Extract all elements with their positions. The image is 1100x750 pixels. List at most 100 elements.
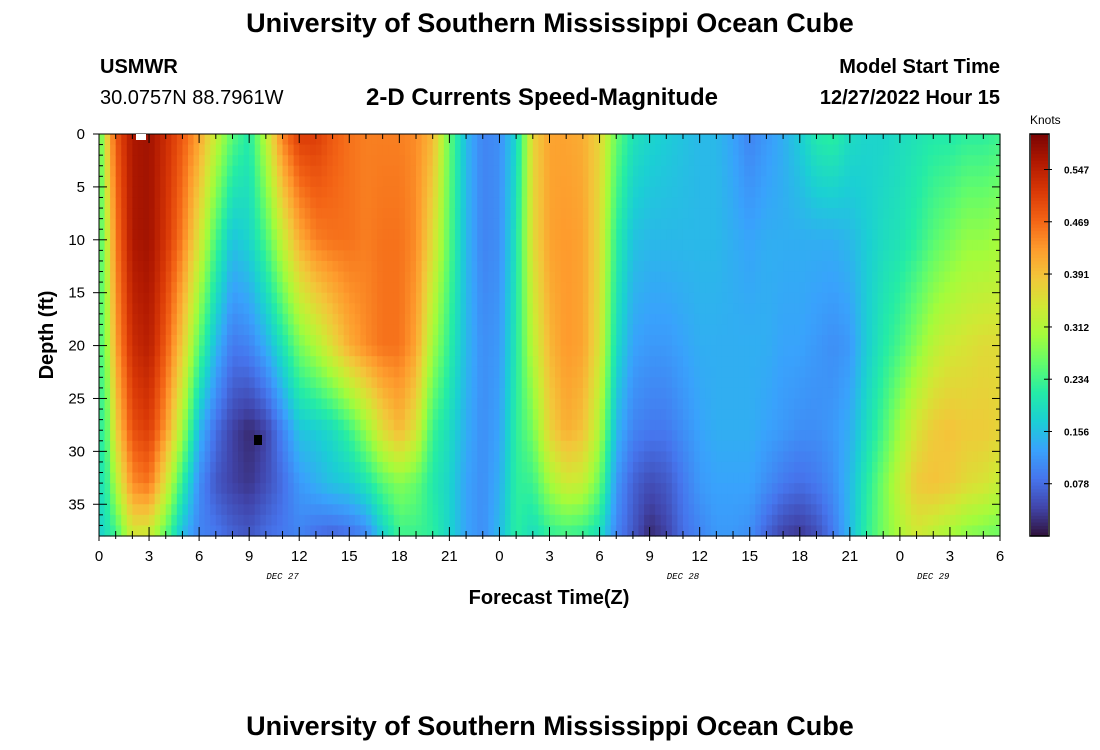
heatmap-cell [132,335,139,347]
heatmap-cell [560,313,567,326]
heatmap-cell [582,250,590,262]
heatmap-cell [549,144,556,156]
heatmap-cell [482,313,489,326]
heatmap-cell [733,451,740,463]
heatmap-cell [744,260,751,273]
heatmap-cell [733,155,740,167]
heatmap-cell [549,186,556,199]
heatmap-cell [427,483,434,495]
heatmap-cell [343,409,350,421]
heatmap-cell [649,313,656,326]
heatmap-cell [560,324,567,336]
heatmap-cell [543,514,551,527]
heatmap-cell [710,176,717,188]
heatmap-cell [226,377,234,389]
heatmap-cell [160,324,167,336]
heatmap-cell [254,504,261,516]
heatmap-cell [471,313,478,326]
heatmap-cell [160,493,167,505]
heatmap-cell [143,186,150,199]
heatmap-cell [477,451,484,463]
heatmap-cell [182,398,189,410]
heatmap-cell [443,335,450,347]
heatmap-cell [165,335,172,347]
model-start-value: 12/27/2022 Hour 15 [819,87,1000,109]
heatmap-cell [416,239,423,251]
heatmap-cell [777,493,784,505]
heatmap-cell [226,493,234,505]
heatmap-cell [549,525,556,537]
heatmap-cell [610,409,617,421]
heatmap-cell [432,282,439,294]
heatmap-cell [649,377,656,389]
heatmap-cell [755,387,762,400]
heatmap-cell [204,197,211,209]
heatmap-cell [771,165,779,177]
heatmap-cell [365,356,373,368]
heatmap-cell [421,218,428,230]
heatmap-cell [354,409,361,421]
heatmap-cell [671,493,679,505]
heatmap-cell [760,218,768,230]
heatmap-cell [149,504,156,516]
heatmap-cell [260,282,267,294]
heatmap-cell [516,197,523,209]
heatmap-cell [310,409,317,421]
heatmap-cell [466,134,473,146]
heatmap-cell [388,440,395,452]
heatmap-cell [449,218,456,230]
heatmap-cell [193,514,200,527]
heatmap-cell [499,377,506,389]
heatmap-cell [360,250,367,262]
heatmap-cell [271,282,278,294]
heatmap-cell [543,271,551,283]
heatmap-cell [410,366,417,378]
heatmap-cell [165,409,172,421]
heatmap-cell [660,440,667,452]
heatmap-cell [822,335,829,347]
heatmap-cell [555,419,562,431]
heatmap-cell [160,440,167,452]
heatmap-cell [427,144,434,156]
heatmap-cell [243,451,250,463]
heatmap-cell [293,345,300,357]
heatmap-cell [527,430,534,442]
heatmap-cell [493,461,501,474]
heatmap-cell [710,493,717,505]
heatmap-cell [321,155,328,167]
heatmap-cell [716,440,723,452]
heatmap-cell [349,313,356,326]
heatmap-cell [599,303,606,315]
heatmap-cell [660,218,667,230]
heatmap-cell [677,461,684,474]
heatmap-cell [293,208,300,220]
heatmap-cell [271,303,278,315]
heatmap-cell [276,155,284,167]
heatmap-cell [149,229,156,241]
heatmap-cell [282,134,289,146]
heatmap-cell [460,440,467,452]
heatmap-cell [521,514,528,527]
heatmap-cell [249,356,256,368]
heatmap-cell [377,260,384,273]
heatmap-cell [822,144,829,156]
heatmap-cell [304,134,311,146]
heatmap-cell [299,451,306,463]
heatmap-cell [360,324,367,336]
heatmap-cell [666,525,673,537]
heatmap-cell [371,165,378,177]
heatmap-cell [454,250,462,262]
heatmap-cell [104,144,111,156]
heatmap-cell [187,345,195,357]
heatmap-cell [710,292,717,304]
heatmap-cell [121,324,128,336]
heatmap-cell [254,493,261,505]
heatmap-cell [171,398,178,410]
heatmap-cell [616,260,623,273]
heatmap-cell [510,303,517,315]
heatmap-cell [126,208,133,220]
heatmap-cell [187,419,195,431]
heatmap-cell [232,356,239,368]
heatmap-cell [610,144,617,156]
heatmap-cell [454,144,462,156]
